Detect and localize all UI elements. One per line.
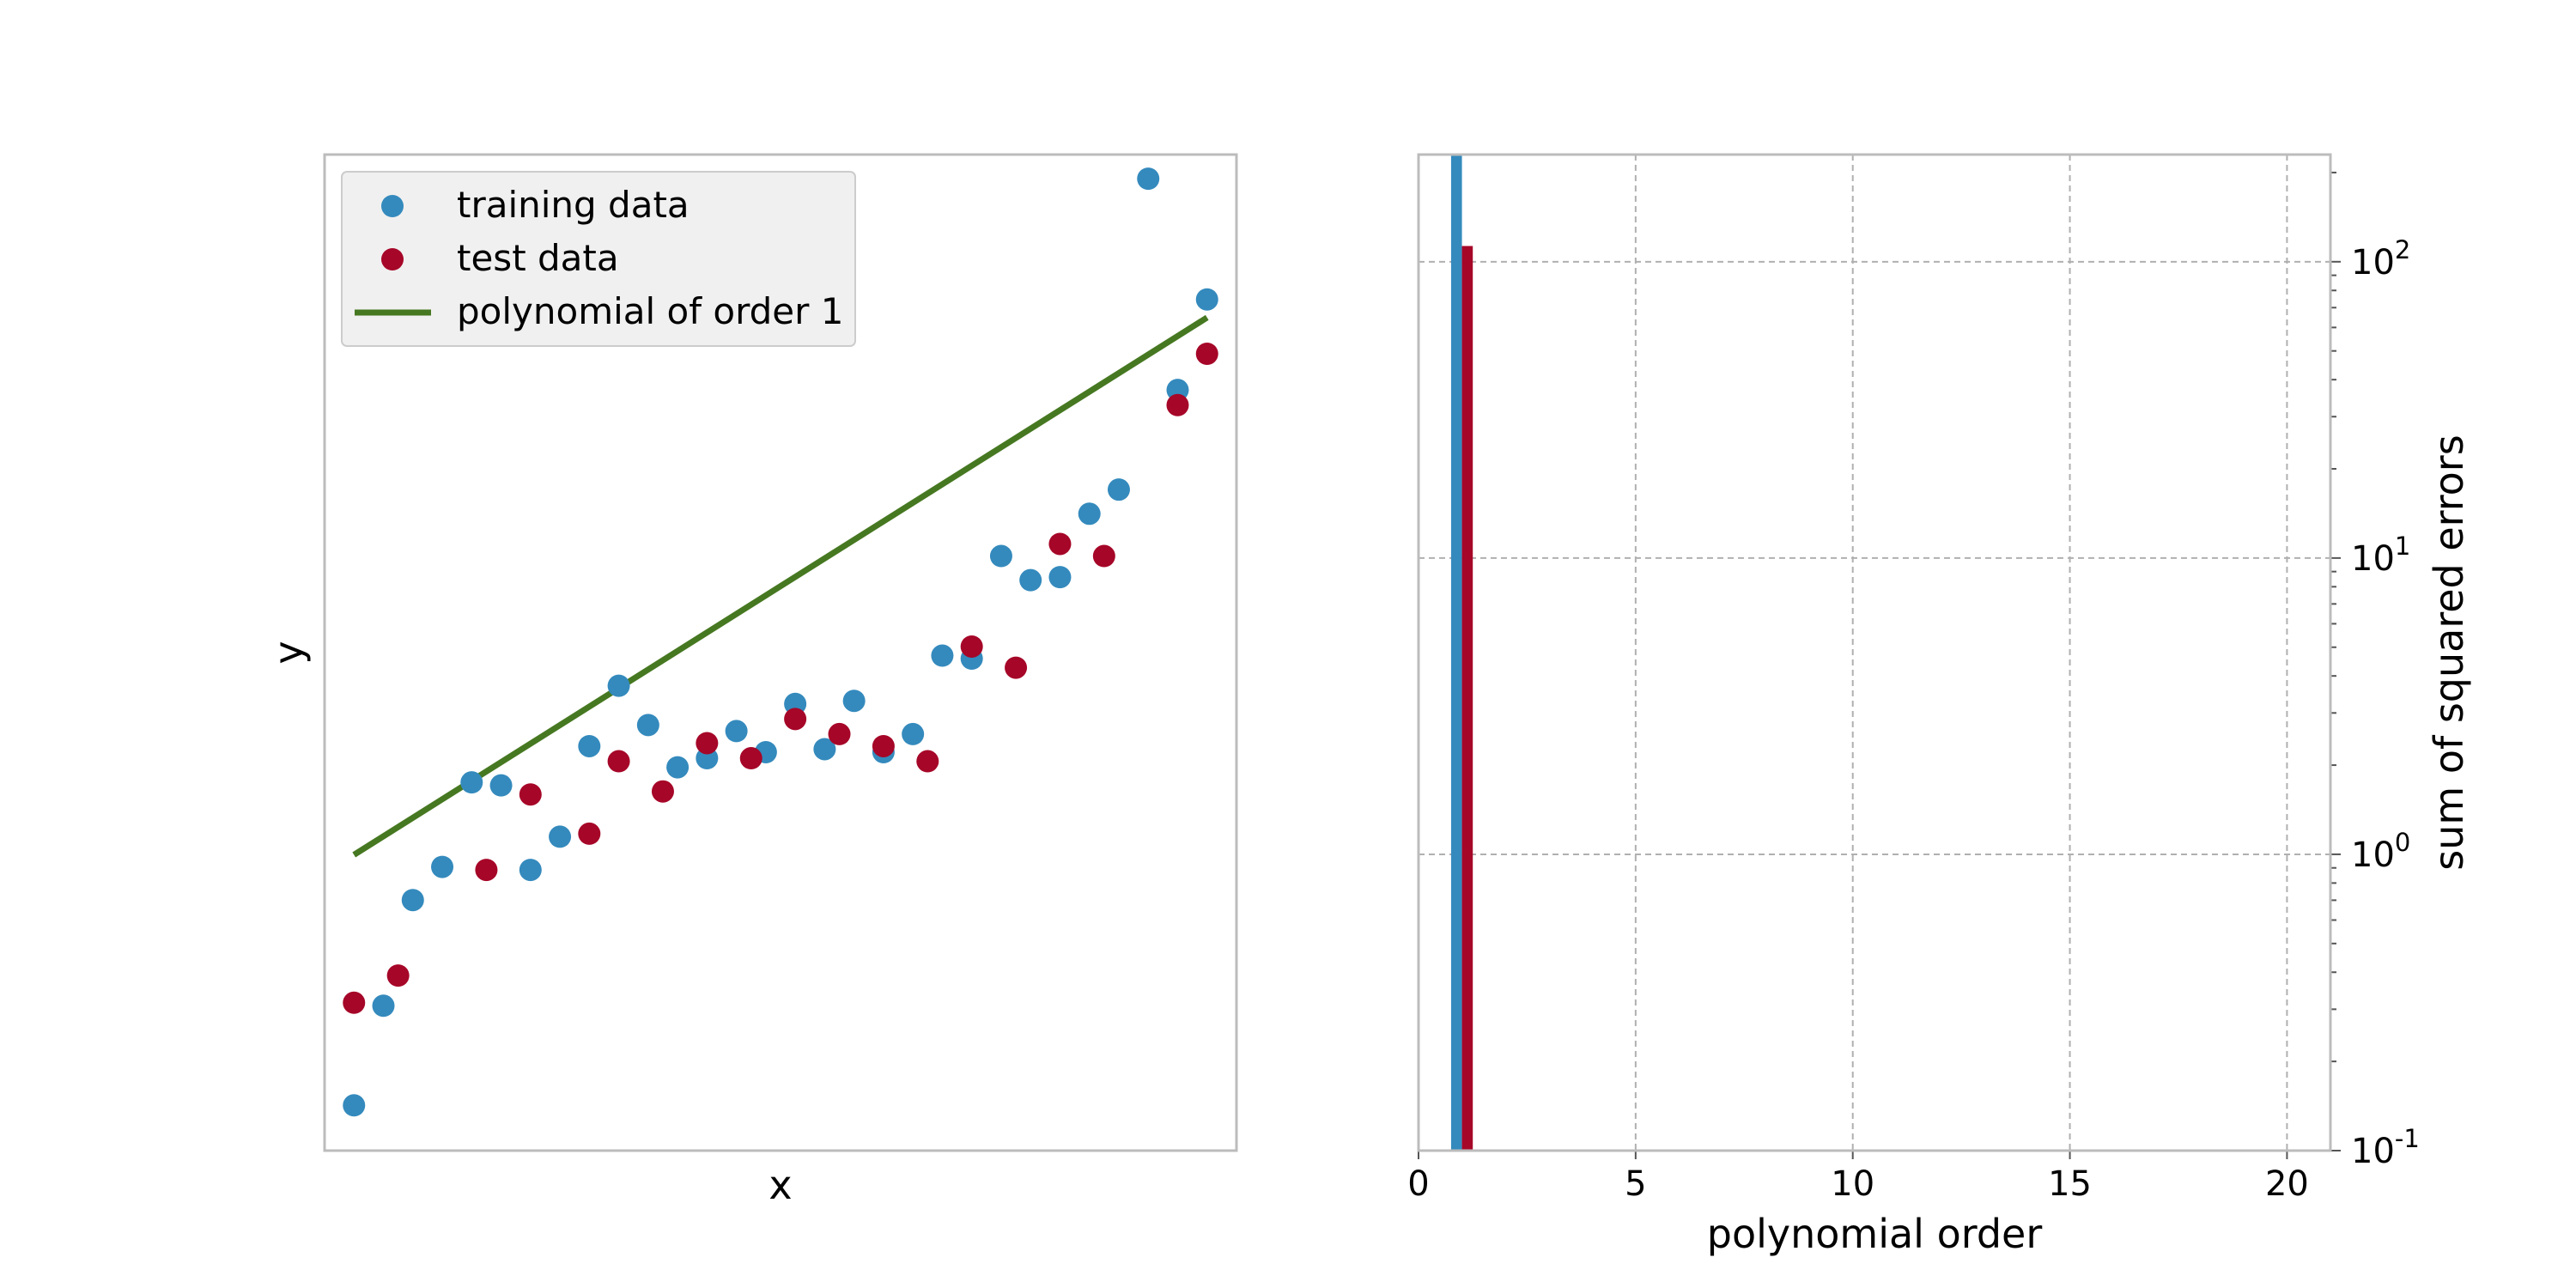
training-point xyxy=(460,771,483,794)
test-error-bar xyxy=(1461,246,1473,1151)
x-tick-label: 10 xyxy=(1831,1164,1874,1204)
training-point xyxy=(1137,167,1160,191)
test-point xyxy=(1195,343,1218,365)
training-point xyxy=(549,825,572,848)
x-tick-label: 20 xyxy=(2265,1164,2309,1204)
test-point xyxy=(916,750,939,773)
test-point xyxy=(696,732,719,755)
test-point xyxy=(1048,532,1072,556)
x-tick-label: 5 xyxy=(1625,1164,1646,1204)
training-point xyxy=(1019,568,1042,592)
legend-fit-label: polynomial of order 1 xyxy=(457,290,843,332)
y-tick-label: 102 xyxy=(2351,235,2410,283)
test-point xyxy=(1005,656,1028,679)
error-plot-y-axis-label: sum of squared errors xyxy=(2426,434,2472,870)
training-point xyxy=(489,774,513,797)
training-point xyxy=(1195,288,1218,311)
grid xyxy=(1419,155,2330,1151)
test-point xyxy=(784,708,807,731)
training-point xyxy=(401,889,424,912)
test-points xyxy=(343,343,1218,1014)
legend-test-marker xyxy=(381,248,404,270)
training-point xyxy=(431,855,454,878)
test-point xyxy=(960,635,983,658)
training-point xyxy=(607,674,630,697)
y-tick-label: 100 xyxy=(2351,828,2410,875)
fit-line xyxy=(352,314,1209,858)
test-point xyxy=(475,859,498,882)
training-point xyxy=(902,722,925,745)
test-point xyxy=(1166,393,1189,416)
training-point xyxy=(1048,566,1072,589)
training-points xyxy=(343,167,1218,1117)
training-point xyxy=(989,544,1012,568)
training-point xyxy=(372,994,395,1018)
fit-plot-y-axis-label: y xyxy=(265,641,312,664)
error-bars xyxy=(1450,155,1473,1151)
training-point xyxy=(1107,478,1130,501)
training-point xyxy=(931,644,954,667)
y-tick-label: 10-1 xyxy=(2351,1124,2420,1171)
training-point xyxy=(1078,502,1101,526)
test-point xyxy=(1092,544,1115,568)
x-tick-label: 0 xyxy=(1407,1164,1429,1204)
test-point xyxy=(386,964,410,987)
test-point xyxy=(578,822,601,845)
error-plot-frame xyxy=(1417,153,2332,1152)
legend-training-label: training data xyxy=(457,184,690,226)
legend-box xyxy=(341,171,856,347)
training-point xyxy=(519,859,542,882)
test-point xyxy=(651,780,674,803)
fit-plot-x-axis-label: x xyxy=(769,1162,792,1208)
fit-plot: training data test data polynomial of or… xyxy=(265,153,1238,1208)
training-point xyxy=(578,734,601,757)
legend-test-label: test data xyxy=(457,237,619,279)
x-ticks: 0 5 10 15 20 xyxy=(1407,1151,2309,1204)
training-point xyxy=(636,714,659,737)
test-point xyxy=(872,734,895,757)
y-tick-label: 101 xyxy=(2351,532,2410,579)
legend-training-marker xyxy=(381,195,404,217)
test-point xyxy=(739,747,762,770)
legend: training data test data polynomial of or… xyxy=(341,171,856,347)
test-point xyxy=(607,750,630,773)
training-point xyxy=(725,720,748,743)
x-tick-label: 15 xyxy=(2048,1164,2092,1204)
test-point xyxy=(519,783,542,806)
test-point xyxy=(343,991,366,1014)
train-error-bar xyxy=(1450,155,1462,1151)
training-point xyxy=(666,756,690,779)
test-point xyxy=(828,722,851,745)
error-plot-x-axis-label: polynomial order xyxy=(1707,1211,2043,1257)
training-point xyxy=(842,690,866,713)
training-point xyxy=(343,1094,366,1117)
training-point xyxy=(813,738,836,761)
y-ticks: 10-1 100 101 102 xyxy=(2330,235,2420,1171)
error-plot-background xyxy=(1419,155,2330,1151)
